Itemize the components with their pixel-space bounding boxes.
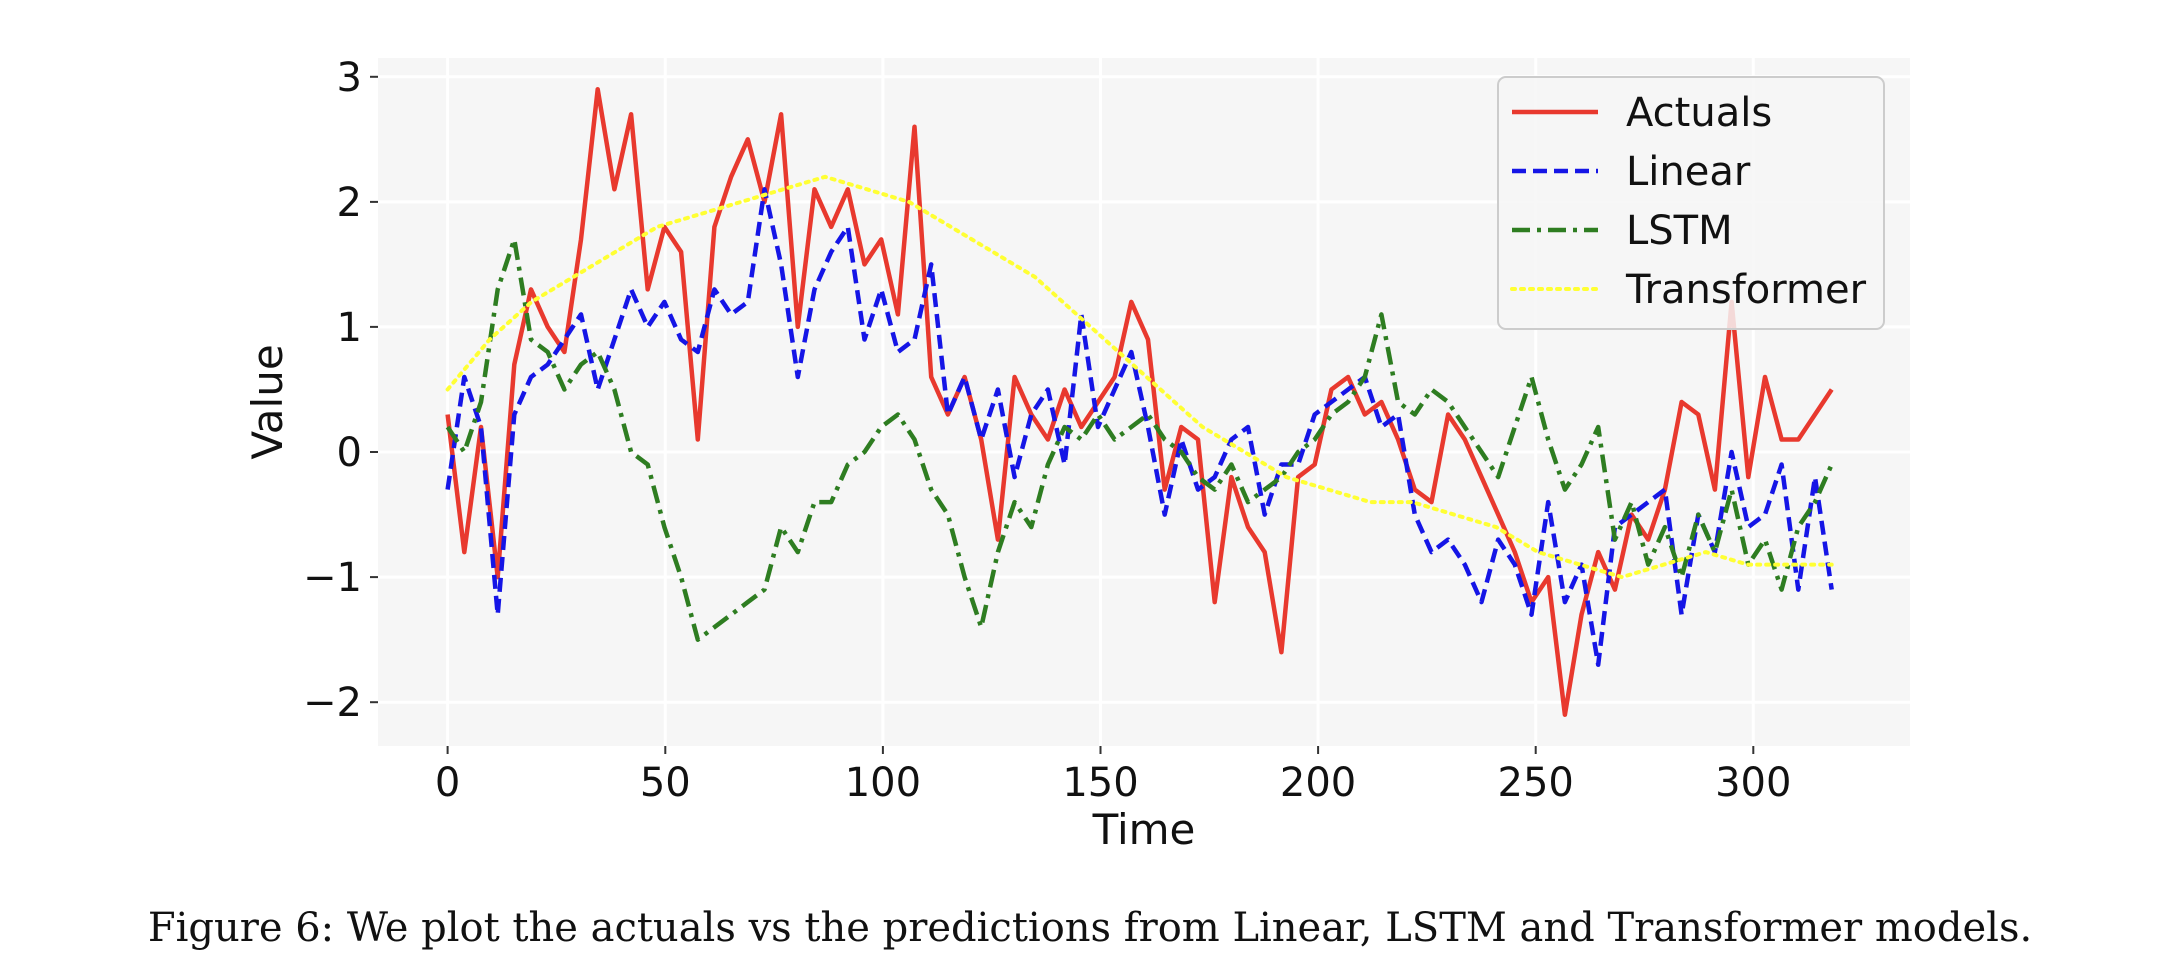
legend-label-actuals: Actuals (1626, 90, 1772, 136)
series-line-transformer (445, 174, 1834, 580)
series-line-lstm (445, 237, 1834, 642)
y-tick-label: −1 (303, 555, 362, 601)
legend-label-transformer: Transformer (1625, 267, 1867, 313)
y-tick-label: 3 (337, 55, 362, 101)
x-tick-label: 200 (1280, 760, 1356, 806)
y-axis-label: Value (243, 344, 292, 459)
x-tick-label: 50 (640, 760, 691, 806)
x-tick-label: 100 (845, 760, 921, 806)
x-tick-label: 0 (435, 760, 460, 806)
legend-label-lstm: LSTM (1626, 208, 1733, 254)
x-tick-label: 300 (1715, 760, 1791, 806)
y-tick-label: 2 (337, 180, 362, 226)
y-tick-label: −2 (303, 680, 362, 726)
x-tick-label: 250 (1498, 760, 1574, 806)
figure-caption: Figure 6: We plot the actuals vs the pre… (147, 905, 2033, 951)
x-axis-label: Time (1092, 805, 1196, 854)
y-tick-label: 1 (337, 305, 362, 351)
series-line-actuals (445, 87, 1834, 717)
series-lines (445, 87, 1834, 717)
legend-box (1497, 76, 1885, 330)
axis-ticks: 0 50 100 150 200 250 300 −2 −1 0 1 2 3 (303, 55, 1791, 806)
y-tick-label: 0 (337, 430, 362, 476)
series-line-linear (445, 187, 1834, 667)
x-tick-label: 150 (1062, 760, 1138, 806)
legend: Actuals Linear LSTM Transformer (1497, 76, 1885, 330)
legend-label-linear: Linear (1626, 149, 1751, 195)
